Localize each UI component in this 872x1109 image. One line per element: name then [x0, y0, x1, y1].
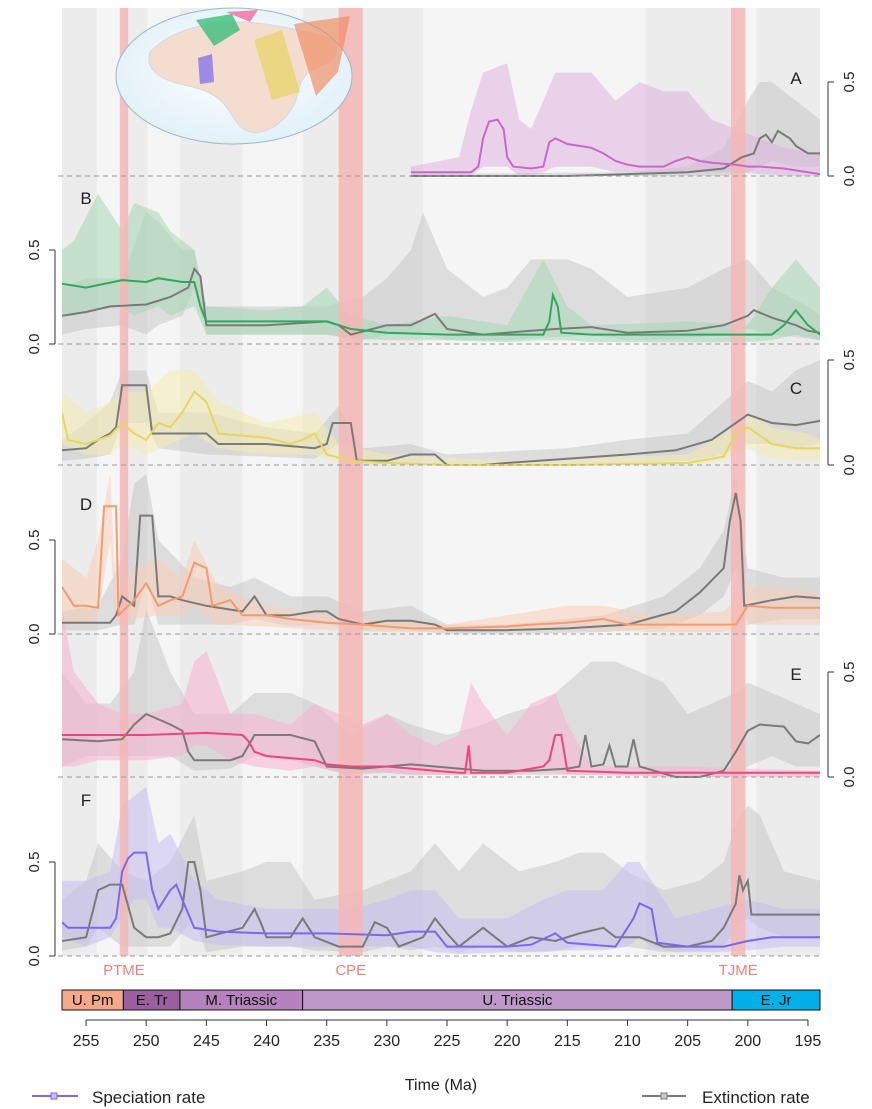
event-label-CPE: CPE: [335, 962, 366, 979]
panel-label-A: A: [790, 69, 802, 88]
legend-extinction: Extinction rate: [702, 1088, 810, 1107]
x-tick-label: 210: [614, 1033, 641, 1050]
panel-A-bands: [410, 63, 820, 177]
panel-E-y-tick-label: 0.5: [841, 662, 858, 683]
panel-B-speciation-line: [62, 277, 820, 336]
paleogeography-map: [115, 7, 353, 145]
region-orange: [294, 16, 350, 96]
period-label-1: E. Tr: [136, 992, 168, 1009]
panel-C-y-tick-label: 0.0: [841, 455, 858, 476]
x-tick-label: 255: [73, 1033, 100, 1050]
panel-label-E: E: [790, 665, 801, 684]
x-tick-label: 220: [494, 1033, 521, 1050]
panel-E-speciation-line: [62, 731, 820, 774]
x-tick-label: 250: [133, 1033, 160, 1050]
panel-E-y-tick-label: 0.0: [841, 767, 858, 788]
panel-F-extinction-line: [62, 861, 820, 948]
region-pink: [226, 10, 258, 22]
x-tick-label: 225: [434, 1033, 461, 1050]
x-tick-label: 235: [313, 1033, 340, 1050]
pangaea-landmass: [148, 21, 338, 133]
panel-A-extinction-line: [410, 129, 820, 177]
panel-A-speciation-line: [410, 118, 820, 176]
extinction-event-bands: PTME CPE TJME: [103, 8, 758, 979]
panel-label-B: B: [80, 189, 91, 208]
x-tick-label: 195: [795, 1033, 822, 1050]
panel-E-lines: [62, 712, 820, 778]
region-green: [196, 14, 240, 46]
event-label-PTME: PTME: [103, 962, 145, 979]
period-bar: U. Pm E. Tr M. Triassic U. Triassic E. Jr: [61, 989, 821, 1011]
event-band-PTME: [119, 8, 129, 956]
period-4: [731, 989, 821, 1011]
panel-B-extinction-line: [62, 266, 820, 336]
period-label-4: E. Jr: [761, 992, 792, 1009]
x-tick-label: 215: [554, 1033, 581, 1050]
legend-speciation: Speciation rate: [92, 1088, 205, 1107]
period-label-0: U. Pm: [72, 992, 114, 1009]
panel-B-extinction-band: [62, 212, 820, 341]
panel-F-lines: [62, 851, 820, 948]
stage-shade-0: [62, 8, 97, 956]
panel-label-F: F: [81, 791, 91, 810]
stage-shade-2: [179, 8, 243, 956]
x-axis: 255 250 245 240 235 230 225 220 215 210 205 200 195: [73, 1019, 822, 1050]
event-band-CPE: [338, 8, 363, 956]
panel-D-lines: [62, 492, 820, 632]
region-purple: [198, 54, 214, 84]
period-label-3: U. Triassic: [482, 992, 553, 1009]
panel-A-y-tick-label: 0.0: [841, 166, 858, 187]
panel-F-y-tick-label: 0.5: [26, 852, 43, 873]
panel-D-y-tick-label: 0.5: [26, 530, 43, 551]
x-axis-title: Time (Ma): [405, 1077, 477, 1094]
panel-A-speciation-band: [410, 63, 820, 177]
panel-C-lines: [62, 384, 820, 466]
x-tick-label: 200: [734, 1033, 761, 1050]
legend: Speciation rate Extinction rate: [32, 1088, 810, 1107]
x-tick-label: 240: [253, 1033, 280, 1050]
panel-label-C: C: [790, 379, 802, 398]
rate-lines: [62, 118, 820, 948]
event-band-TJME: [730, 8, 746, 956]
panel-A-lines: [410, 118, 820, 177]
panel-C-extinction-line: [62, 384, 820, 466]
panel-E-bands: [62, 609, 820, 777]
region-yellow: [254, 30, 300, 100]
panel-B-y-tick-label: 0.5: [26, 240, 43, 261]
axes: A 0.0 0.5 B 0.0 0.5 C 0.0 0.5 D 0.0 0.5 E 0.0 0.5 F 0.0 0…: [26, 69, 858, 1050]
event-label-TJME: TJME: [719, 962, 758, 979]
x-tick-label: 230: [374, 1033, 401, 1050]
panel-C-y-tick-label: 0.5: [841, 350, 858, 371]
panel-C-speciation-line: [62, 389, 820, 466]
panel-B-y-tick-label: 0.0: [26, 334, 43, 355]
panel-D-extinction-line: [62, 492, 820, 632]
confidence-bands: [62, 63, 820, 954]
panel-D-y-tick-label: 0.0: [26, 624, 43, 645]
panel-D-speciation-line: [62, 505, 820, 630]
panel-E-speciation-band: [62, 609, 820, 777]
panel-F-speciation-line: [62, 851, 820, 948]
panel-C-bands: [62, 360, 820, 465]
period-label-2: M. Triassic: [205, 992, 277, 1009]
panel-label-D: D: [80, 495, 92, 514]
panel-A-y-tick-label: 0.5: [841, 72, 858, 93]
x-tick-label: 205: [674, 1033, 701, 1050]
x-tick-label: 245: [193, 1033, 220, 1050]
panel-C-speciation-band: [62, 370, 820, 465]
panel-B-lines: [62, 266, 820, 336]
panel-F-y-tick-label: 0.0: [26, 946, 43, 967]
panel-E-extinction-line: [62, 712, 820, 778]
panel-D-extinction-band: [62, 474, 820, 634]
